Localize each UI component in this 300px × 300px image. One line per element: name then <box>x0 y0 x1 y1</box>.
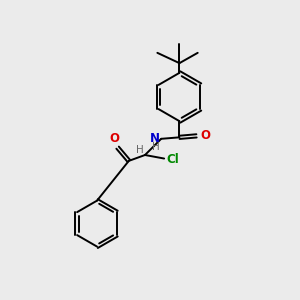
Text: O: O <box>110 132 120 145</box>
Text: N: N <box>150 132 160 145</box>
Text: O: O <box>200 129 210 142</box>
Text: H: H <box>152 142 160 152</box>
Text: Cl: Cl <box>167 153 179 166</box>
Text: H: H <box>136 145 144 155</box>
